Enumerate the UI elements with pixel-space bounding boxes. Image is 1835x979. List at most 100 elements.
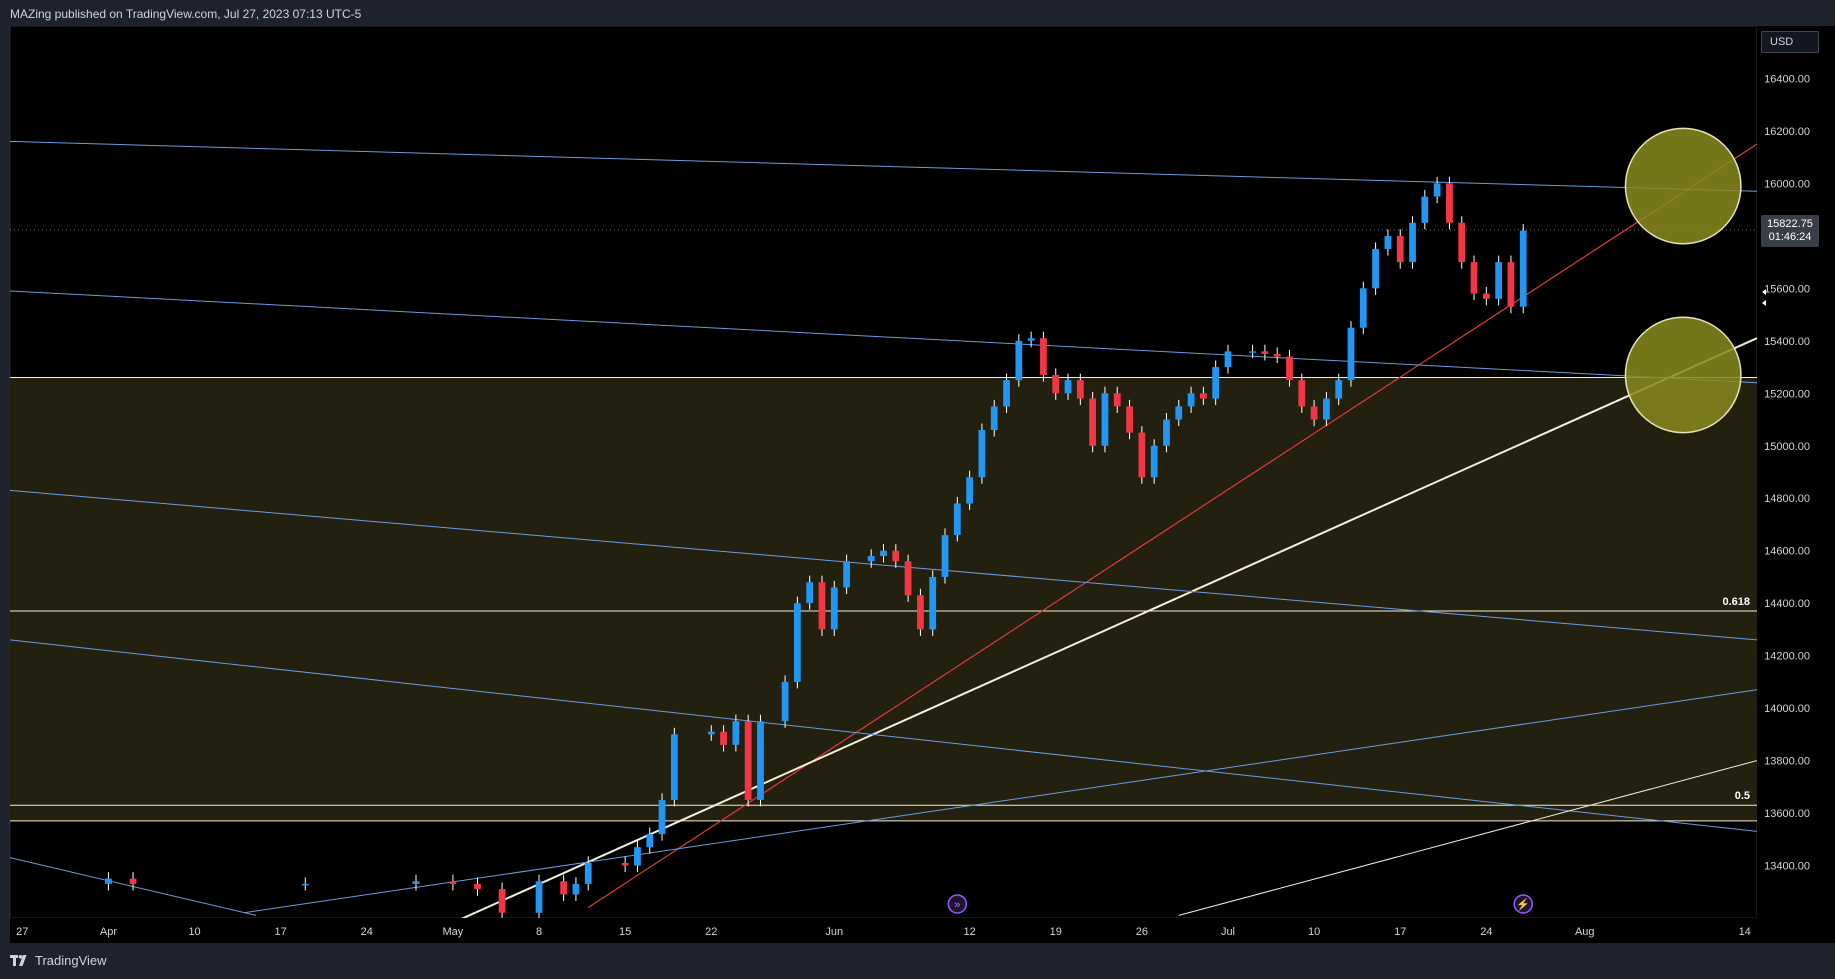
- y-tick-label: 14600.00: [1764, 546, 1810, 558]
- candle-up[interactable]: [1150, 445, 1158, 478]
- candle-up[interactable]: [1101, 393, 1109, 446]
- candle-up[interactable]: [412, 881, 420, 884]
- candle-up[interactable]: [584, 862, 592, 884]
- candle-up[interactable]: [1212, 367, 1220, 399]
- candle-down[interactable]: [1298, 380, 1306, 407]
- candle-down[interactable]: [1126, 406, 1133, 433]
- candle-down[interactable]: [1482, 293, 1490, 299]
- candle-up[interactable]: [990, 406, 998, 431]
- tradingview-logo[interactable]: TradingView: [10, 953, 107, 968]
- target-circle-marker[interactable]: [1624, 316, 1742, 434]
- candle-up[interactable]: [1384, 235, 1392, 249]
- candle-up[interactable]: [1175, 406, 1183, 420]
- y-tick-label: 14800.00: [1764, 493, 1810, 505]
- candle-down[interactable]: [1052, 374, 1060, 394]
- candle-up[interactable]: [1003, 380, 1010, 407]
- candle-up[interactable]: [793, 603, 801, 682]
- candle-up[interactable]: [1249, 351, 1256, 353]
- candlestick-chart[interactable]: » ⚡ 0.618 0.5 13400.00 13600.00 13800.00 1400…: [0, 26, 1835, 943]
- candle-down[interactable]: [818, 582, 826, 630]
- candle-up[interactable]: [1224, 351, 1232, 368]
- candle-up[interactable]: [1421, 196, 1429, 223]
- candle-up[interactable]: [1015, 340, 1023, 381]
- candle-down[interactable]: [129, 878, 137, 884]
- candle-up[interactable]: [929, 576, 937, 630]
- candle-up[interactable]: [1163, 419, 1170, 446]
- candle-down[interactable]: [1310, 406, 1318, 420]
- candle-down[interactable]: [1446, 183, 1453, 223]
- forward-event-icon[interactable]: »: [947, 894, 968, 914]
- candle-down[interactable]: [892, 550, 900, 562]
- candle-down[interactable]: [474, 883, 481, 890]
- candle-down[interactable]: [1507, 262, 1515, 307]
- candle-down[interactable]: [621, 862, 629, 866]
- fib-trendline[interactable]: [1178, 760, 1757, 916]
- candle-up[interactable]: [1347, 327, 1355, 381]
- candle-up[interactable]: [707, 731, 715, 735]
- candle-up[interactable]: [1495, 262, 1503, 299]
- candle-down[interactable]: [1113, 393, 1121, 407]
- candle-up[interactable]: [1187, 393, 1195, 407]
- candle-down[interactable]: [1261, 351, 1269, 354]
- target-circle-marker[interactable]: [1624, 127, 1742, 245]
- candle-up[interactable]: [781, 681, 789, 722]
- candle-up[interactable]: [978, 430, 986, 478]
- currency-selector[interactable]: USD: [1761, 31, 1819, 53]
- flash-event-icon[interactable]: ⚡: [1513, 894, 1533, 914]
- candle-up[interactable]: [1323, 398, 1330, 420]
- candle-down[interactable]: [1199, 393, 1207, 399]
- candle-down[interactable]: [560, 881, 568, 895]
- candle-down[interactable]: [917, 595, 924, 630]
- candle-down[interactable]: [1138, 432, 1146, 478]
- candle-down[interactable]: [498, 889, 506, 913]
- candle-up[interactable]: [953, 503, 961, 535]
- channel-trendline[interactable]: [10, 489, 1757, 641]
- candle-down[interactable]: [1273, 353, 1281, 357]
- y-tick-label: 16200.00: [1764, 126, 1810, 138]
- channel-trendline[interactable]: [10, 140, 1757, 192]
- candle-up[interactable]: [1409, 222, 1416, 263]
- candle-down[interactable]: [1458, 222, 1466, 263]
- candle-down[interactable]: [1089, 398, 1097, 446]
- candle-up[interactable]: [1519, 230, 1527, 307]
- candle-up[interactable]: [658, 799, 666, 835]
- channel-trendline[interactable]: [243, 689, 1757, 914]
- candle-up[interactable]: [572, 883, 580, 895]
- candle-up[interactable]: [867, 555, 875, 562]
- candle-up[interactable]: [634, 847, 641, 866]
- candle-up[interactable]: [966, 477, 974, 504]
- price-scale-area[interactable]: [1757, 26, 1835, 943]
- candle-down[interactable]: [720, 731, 727, 745]
- candle-up[interactable]: [757, 721, 764, 800]
- candle-up[interactable]: [941, 534, 949, 577]
- candle-down[interactable]: [449, 881, 457, 884]
- candle-down[interactable]: [1396, 235, 1404, 263]
- candle-up[interactable]: [830, 587, 838, 630]
- candle-up[interactable]: [1372, 249, 1379, 289]
- channel-trendline[interactable]: [10, 290, 1757, 384]
- candle-up[interactable]: [670, 734, 678, 800]
- candle-up[interactable]: [301, 883, 309, 886]
- channel-trendline[interactable]: [10, 639, 1757, 832]
- candle-up[interactable]: [535, 881, 543, 913]
- red-trendline[interactable]: [587, 143, 1757, 909]
- candle-up[interactable]: [843, 561, 850, 588]
- candle-up[interactable]: [732, 721, 740, 745]
- candle-up[interactable]: [1064, 380, 1072, 394]
- candle-down[interactable]: [904, 561, 912, 596]
- candle-down[interactable]: [1076, 380, 1084, 399]
- candle-down[interactable]: [1040, 338, 1047, 375]
- candle-up[interactable]: [1359, 288, 1367, 328]
- candle-down[interactable]: [1470, 262, 1478, 294]
- candle-up[interactable]: [1335, 380, 1343, 399]
- candle-up[interactable]: [1433, 183, 1441, 197]
- candle-up[interactable]: [806, 582, 814, 604]
- candle-up[interactable]: [105, 878, 112, 884]
- candle-up[interactable]: [880, 550, 887, 556]
- candle-down[interactable]: [1286, 356, 1293, 381]
- tradingview-logo-icon: [10, 954, 27, 966]
- candle-up[interactable]: [1027, 338, 1035, 341]
- candle-up[interactable]: [646, 834, 654, 848]
- candle-down[interactable]: [744, 721, 752, 800]
- time-scale-area[interactable]: [10, 918, 1757, 943]
